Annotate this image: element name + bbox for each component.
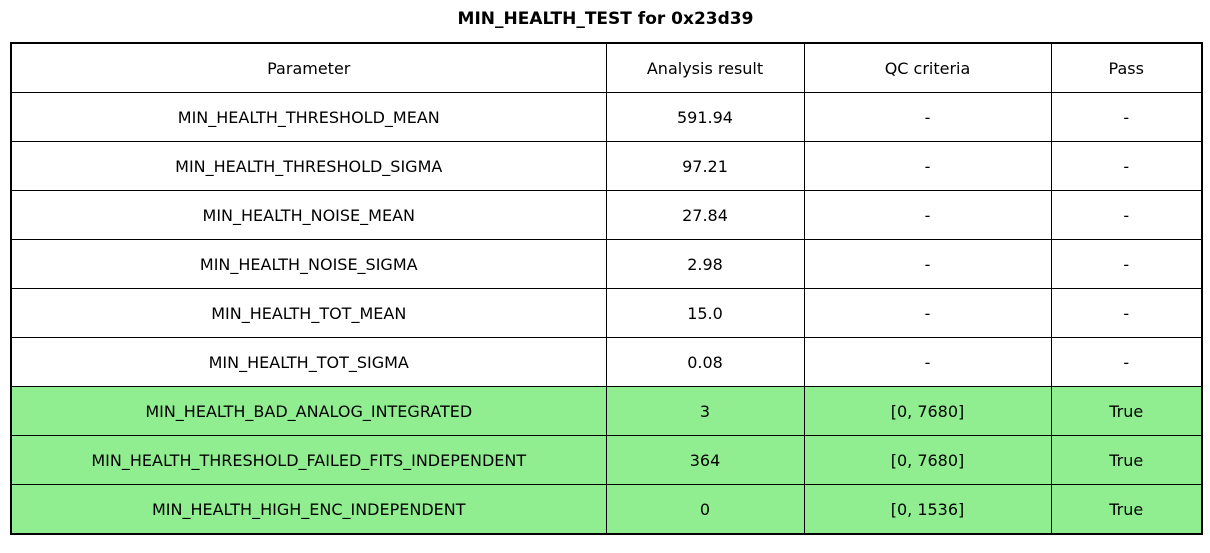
result-cell: 27.84 [605,190,805,240]
result-cell: 15.0 [605,288,805,338]
result-cell: 364 [605,435,805,485]
table-row: MIN_HEALTH_TOT_MEAN 15.0 - - [10,288,1203,338]
pass-cell: - [1050,141,1203,191]
pass-cell: - [1050,92,1203,142]
pass-cell: True [1050,386,1203,436]
qc-criteria-cell: [0, 1536] [803,484,1052,535]
result-cell: 0 [605,484,805,535]
table-row: MIN_HEALTH_BAD_ANALOG_INTEGRATED 3 [0, 7… [10,386,1203,436]
pass-cell: - [1050,190,1203,240]
pass-cell: - [1050,239,1203,289]
table-row: MIN_HEALTH_NOISE_MEAN 27.84 - - [10,190,1203,240]
figure-title: MIN_HEALTH_TEST for 0x23d39 [457,9,754,29]
pass-cell: True [1050,484,1203,535]
table-row: MIN_HEALTH_NOISE_SIGMA 2.98 - - [10,239,1203,289]
table-row: MIN_HEALTH_THRESHOLD_FAILED_FITS_INDEPEN… [10,435,1203,485]
qc-results-table: Parameter Analysis result QC criteria Pa… [10,42,1203,535]
qc-criteria-cell: - [803,288,1052,338]
parameter-cell: MIN_HEALTH_THRESHOLD_FAILED_FITS_INDEPEN… [10,435,607,485]
table-row: MIN_HEALTH_THRESHOLD_MEAN 591.94 - - [10,92,1203,142]
pass-cell: - [1050,337,1203,387]
qc-criteria-cell: - [803,190,1052,240]
column-header-pass: Pass [1050,42,1203,93]
parameter-cell: MIN_HEALTH_HIGH_ENC_INDEPENDENT [10,484,607,535]
qc-criteria-cell: [0, 7680] [803,435,1052,485]
result-cell: 2.98 [605,239,805,289]
column-header-analysis-result: Analysis result [605,42,805,93]
result-cell: 97.21 [605,141,805,191]
parameter-cell: MIN_HEALTH_THRESHOLD_SIGMA [10,141,607,191]
table-row: MIN_HEALTH_TOT_SIGMA 0.08 - - [10,337,1203,387]
result-cell: 0.08 [605,337,805,387]
parameter-cell: MIN_HEALTH_NOISE_SIGMA [10,239,607,289]
qc-criteria-cell: - [803,337,1052,387]
qc-criteria-cell: - [803,239,1052,289]
table-row: MIN_HEALTH_HIGH_ENC_INDEPENDENT 0 [0, 15… [10,484,1203,535]
parameter-cell: MIN_HEALTH_BAD_ANALOG_INTEGRATED [10,386,607,436]
result-cell: 591.94 [605,92,805,142]
qc-criteria-cell: - [803,92,1052,142]
column-header-parameter: Parameter [10,42,607,93]
qc-criteria-cell: - [803,141,1052,191]
pass-cell: - [1050,288,1203,338]
column-header-qc-criteria: QC criteria [803,42,1052,93]
pass-cell: True [1050,435,1203,485]
header-row: Parameter Analysis result QC criteria Pa… [10,42,1203,93]
table-row: MIN_HEALTH_THRESHOLD_SIGMA 97.21 - - [10,141,1203,191]
parameter-cell: MIN_HEALTH_TOT_SIGMA [10,337,607,387]
qc-criteria-cell: [0, 7680] [803,386,1052,436]
result-cell: 3 [605,386,805,436]
parameter-cell: MIN_HEALTH_TOT_MEAN [10,288,607,338]
parameter-cell: MIN_HEALTH_NOISE_MEAN [10,190,607,240]
parameter-cell: MIN_HEALTH_THRESHOLD_MEAN [10,92,607,142]
